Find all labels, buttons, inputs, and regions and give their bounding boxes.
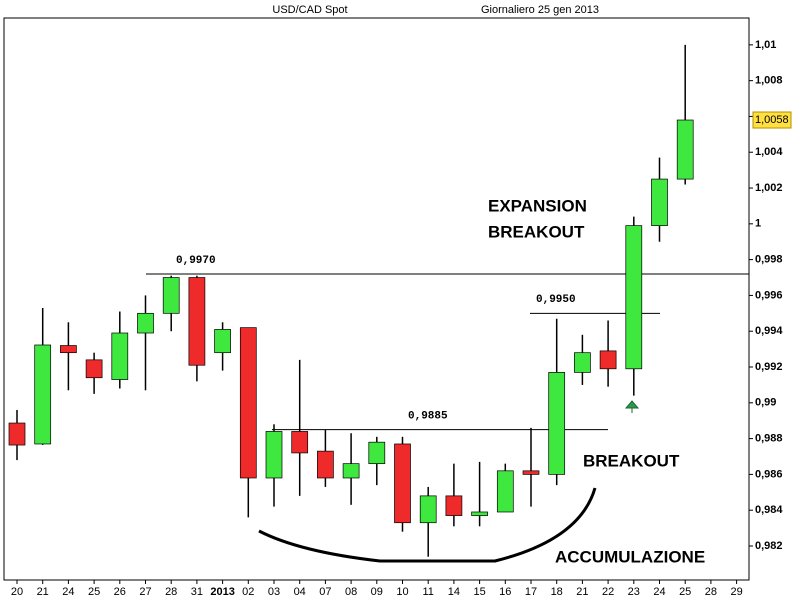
level-label: 0,9970: [176, 255, 216, 267]
candle-body: [471, 511, 488, 516]
x-tick-label: 28: [705, 586, 717, 598]
candle-body: [317, 450, 334, 479]
candle-body: [522, 470, 540, 475]
x-tick-label: 24: [62, 586, 74, 598]
x-tick-label: 18: [551, 586, 563, 598]
level-label: 0,9950: [536, 294, 576, 306]
chart-title: USD/CAD Spot: [272, 4, 347, 16]
x-tick-label: 21: [576, 586, 588, 598]
annotation: EXPANSION: [488, 196, 587, 215]
last-price-label: 1,0058: [755, 114, 789, 126]
candle-body: [651, 178, 668, 226]
chart-subtitle: Giornaliero 25 gen 2013: [481, 4, 599, 16]
x-tick-label: 11: [422, 586, 433, 598]
x-tick-label: 07: [319, 586, 331, 598]
y-tick-label: 0,992: [755, 361, 783, 373]
x-tick-label: 29: [730, 586, 742, 598]
y-tick-label: 0,994: [755, 325, 783, 337]
y-tick-label: 0,982: [755, 540, 783, 552]
x-tick-label: 15: [473, 586, 485, 598]
candle-body: [239, 327, 257, 479]
x-tick-label: 16: [499, 586, 511, 598]
candle-body: [162, 277, 180, 314]
last-price-box: [752, 111, 792, 129]
candle-body: [548, 372, 566, 475]
candle-body: [265, 431, 283, 479]
x-tick-label: 2013: [210, 586, 234, 598]
y-tick-label: 0,996: [755, 289, 783, 301]
x-tick-label: 25: [679, 586, 691, 598]
x-tick-label: 02: [242, 586, 254, 598]
candle-body: [111, 332, 129, 380]
y-tick-label: 1,002: [755, 182, 783, 194]
candle-body: [8, 422, 26, 446]
x-tick-label: 21: [37, 586, 49, 598]
annotation: BREAKOUT: [488, 222, 585, 241]
candle-body: [496, 470, 514, 513]
y-tick-label: 0,988: [755, 433, 783, 445]
candle-body: [85, 359, 103, 379]
candle-body: [445, 495, 463, 516]
y-tick-label: 0,998: [755, 254, 783, 266]
candle-body: [60, 345, 77, 354]
candle-body: [599, 350, 617, 370]
x-tick-label: 28: [165, 586, 177, 598]
x-tick-label: 04: [294, 586, 306, 598]
y-tick-label: 1,004: [755, 146, 783, 158]
candle-body: [291, 431, 309, 454]
y-tick-label: 1,01: [755, 39, 776, 51]
x-tick-label: 26: [114, 586, 126, 598]
candle-body: [625, 225, 643, 370]
signal-arrow: [624, 400, 640, 413]
annotation: BREAKOUT: [583, 451, 680, 470]
x-tick-label: 24: [653, 586, 665, 598]
x-tick-label: 31: [191, 586, 203, 598]
x-tick-label: 03: [268, 586, 280, 598]
annotation: ACCUMULAZIONE: [555, 547, 705, 566]
candle-body: [419, 495, 437, 524]
y-tick-label: 0,984: [755, 504, 783, 516]
x-tick-label: 25: [88, 586, 100, 598]
candle-body: [137, 312, 154, 334]
y-tick-label: 1: [755, 218, 761, 230]
candle-body: [394, 443, 411, 524]
x-tick-label: 23: [628, 586, 640, 598]
candle-body: [214, 329, 231, 354]
candle-body: [368, 441, 386, 465]
x-tick-label: 10: [396, 586, 408, 598]
y-tick-label: 1,008: [755, 75, 783, 87]
x-tick-label: 22: [602, 586, 614, 598]
x-tick-label: 17: [525, 586, 537, 598]
x-tick-label: 27: [139, 586, 151, 598]
y-tick-label: 0,99: [755, 397, 776, 409]
x-tick-label: 08: [345, 586, 357, 598]
x-tick-label: 14: [448, 586, 460, 598]
y-tick-label: 0,986: [755, 468, 783, 480]
candle-body: [34, 344, 52, 445]
level-label: 0,9885: [408, 411, 448, 423]
x-tick-label: 20: [11, 586, 23, 598]
candle-body: [342, 463, 360, 479]
x-tick-label: 09: [371, 586, 383, 598]
candle-body: [676, 119, 694, 180]
accumulation-curve: [258, 487, 597, 563]
candle-body: [574, 352, 591, 373]
candle-body: [188, 277, 206, 366]
